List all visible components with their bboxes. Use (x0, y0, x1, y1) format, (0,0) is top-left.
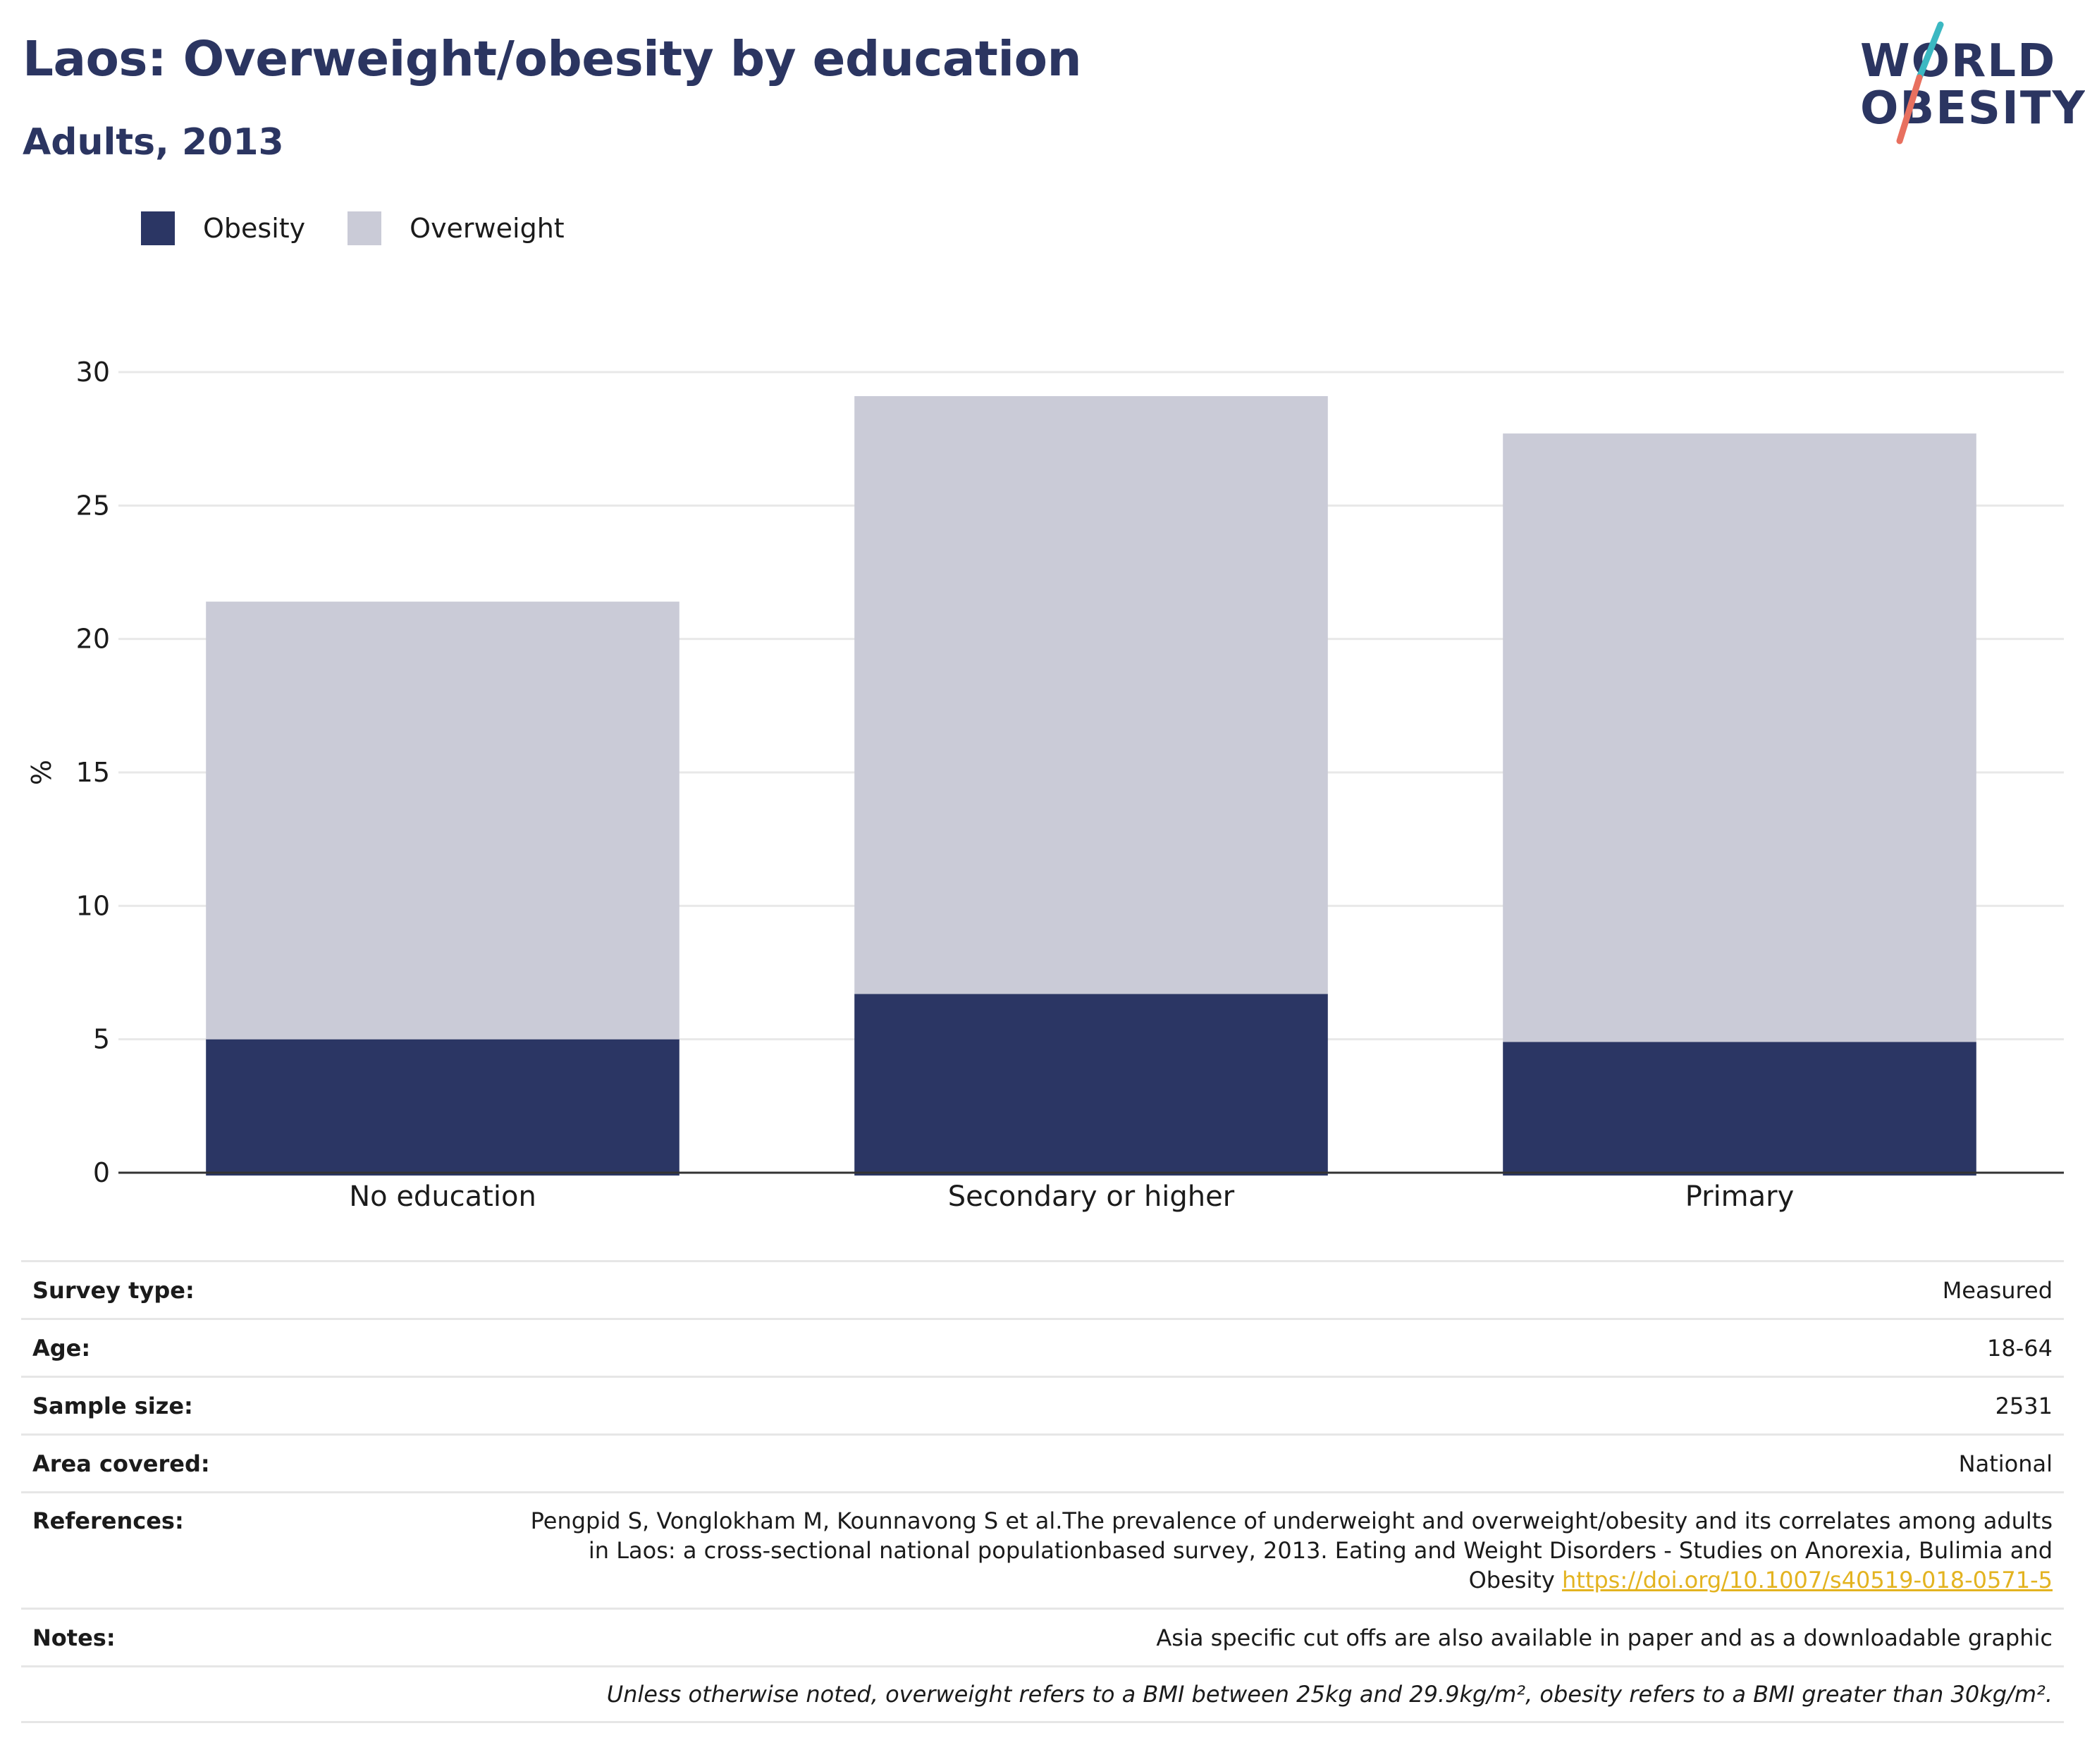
y-tick-label: 25 (76, 490, 110, 521)
x-category-label: Secondary or higher (948, 1180, 1235, 1213)
age-value: 18-64 (1987, 1334, 2053, 1362)
area-covered-label: Area covered: (32, 1450, 210, 1477)
notes-row: Notes: Asia specific cut offs are also a… (21, 1608, 2064, 1665)
chart-legend: Obesity Overweight (141, 209, 607, 248)
legend-label-obesity: Obesity (203, 213, 306, 244)
bmi-footnote: Unless otherwise noted, overweight refer… (606, 1681, 2053, 1708)
logo-line-2: OBESITY (1860, 82, 2085, 135)
sample-size-label: Sample size: (32, 1392, 193, 1419)
references-row: References: Pengpid S, Vonglokham M, Kou… (21, 1491, 2064, 1608)
notes-value: Asia specific cut offs are also availabl… (1156, 1624, 2053, 1651)
survey-type-value: Measured (1942, 1276, 2053, 1304)
notes-label: Notes: (32, 1624, 116, 1651)
stacked-bar-chart: 0 5 10 15 20 25 30% No education Secondary or hi… (26, 357, 2064, 1213)
survey-type-row: Survey type: Measured (21, 1260, 2064, 1318)
bar-obesity-0 (206, 1039, 679, 1176)
world-obesity-logo: WORLD OBESITY (1843, 21, 2085, 148)
y-tick-label: 5 (93, 1024, 110, 1055)
page-subtitle: Adults, 2013 (23, 121, 284, 164)
survey-info-table: Survey type: Measured Age: 18-64 Sample … (21, 1260, 2064, 1723)
y-tick-label: 20 (76, 624, 110, 655)
logo-slash-icon (1896, 21, 1944, 144)
bar-obesity-1 (854, 994, 1328, 1176)
bar-overweight-2 (1503, 433, 1976, 1042)
footnote-row: Unless otherwise noted, overweight refer… (21, 1665, 2064, 1723)
bar-overweight-0 (206, 601, 679, 1040)
survey-type-label: Survey type: (32, 1276, 195, 1304)
y-tick-label: 30 (76, 357, 110, 388)
x-category-label: Primary (1685, 1180, 1795, 1213)
legend-label-overweight: Overweight (410, 213, 565, 244)
references-doi-link[interactable]: https://doi.org/10.1007/s40519-018-0571-… (1561, 1567, 2053, 1593)
references-value: Pengpid S, Vonglokham M, Kounnavong S et… (516, 1506, 2053, 1595)
bar-overweight-1 (854, 396, 1328, 994)
age-label: Age: (32, 1334, 91, 1362)
legend-item-obesity[interactable]: Obesity (141, 211, 305, 245)
logo-line-1: WORLD (1860, 35, 2057, 87)
x-category-label: No education (349, 1180, 536, 1213)
age-row: Age: 18-64 (21, 1318, 2064, 1376)
legend-swatch-obesity (141, 211, 175, 245)
page-title: Laos: Overweight/obesity by education (23, 31, 1082, 87)
sample-size-value: 2531 (1995, 1392, 2053, 1419)
bar-obesity-2 (1503, 1042, 1976, 1176)
area-covered-value: National (1958, 1450, 2053, 1477)
legend-item-overweight[interactable]: Overweight (348, 211, 565, 245)
references-label: References: (32, 1507, 184, 1534)
y-tick-label: 10 (76, 890, 110, 921)
y-tick-label: 0 (93, 1157, 110, 1188)
y-tick-label: 15 (76, 757, 110, 788)
area-covered-row: Area covered: National (21, 1433, 2064, 1491)
references-text: Pengpid S, Vonglokham M, Kounnavong S et… (530, 1507, 2053, 1593)
legend-swatch-overweight (348, 211, 382, 245)
y-axis-label: % (26, 760, 57, 785)
sample-size-row: Sample size: 2531 (21, 1376, 2064, 1433)
